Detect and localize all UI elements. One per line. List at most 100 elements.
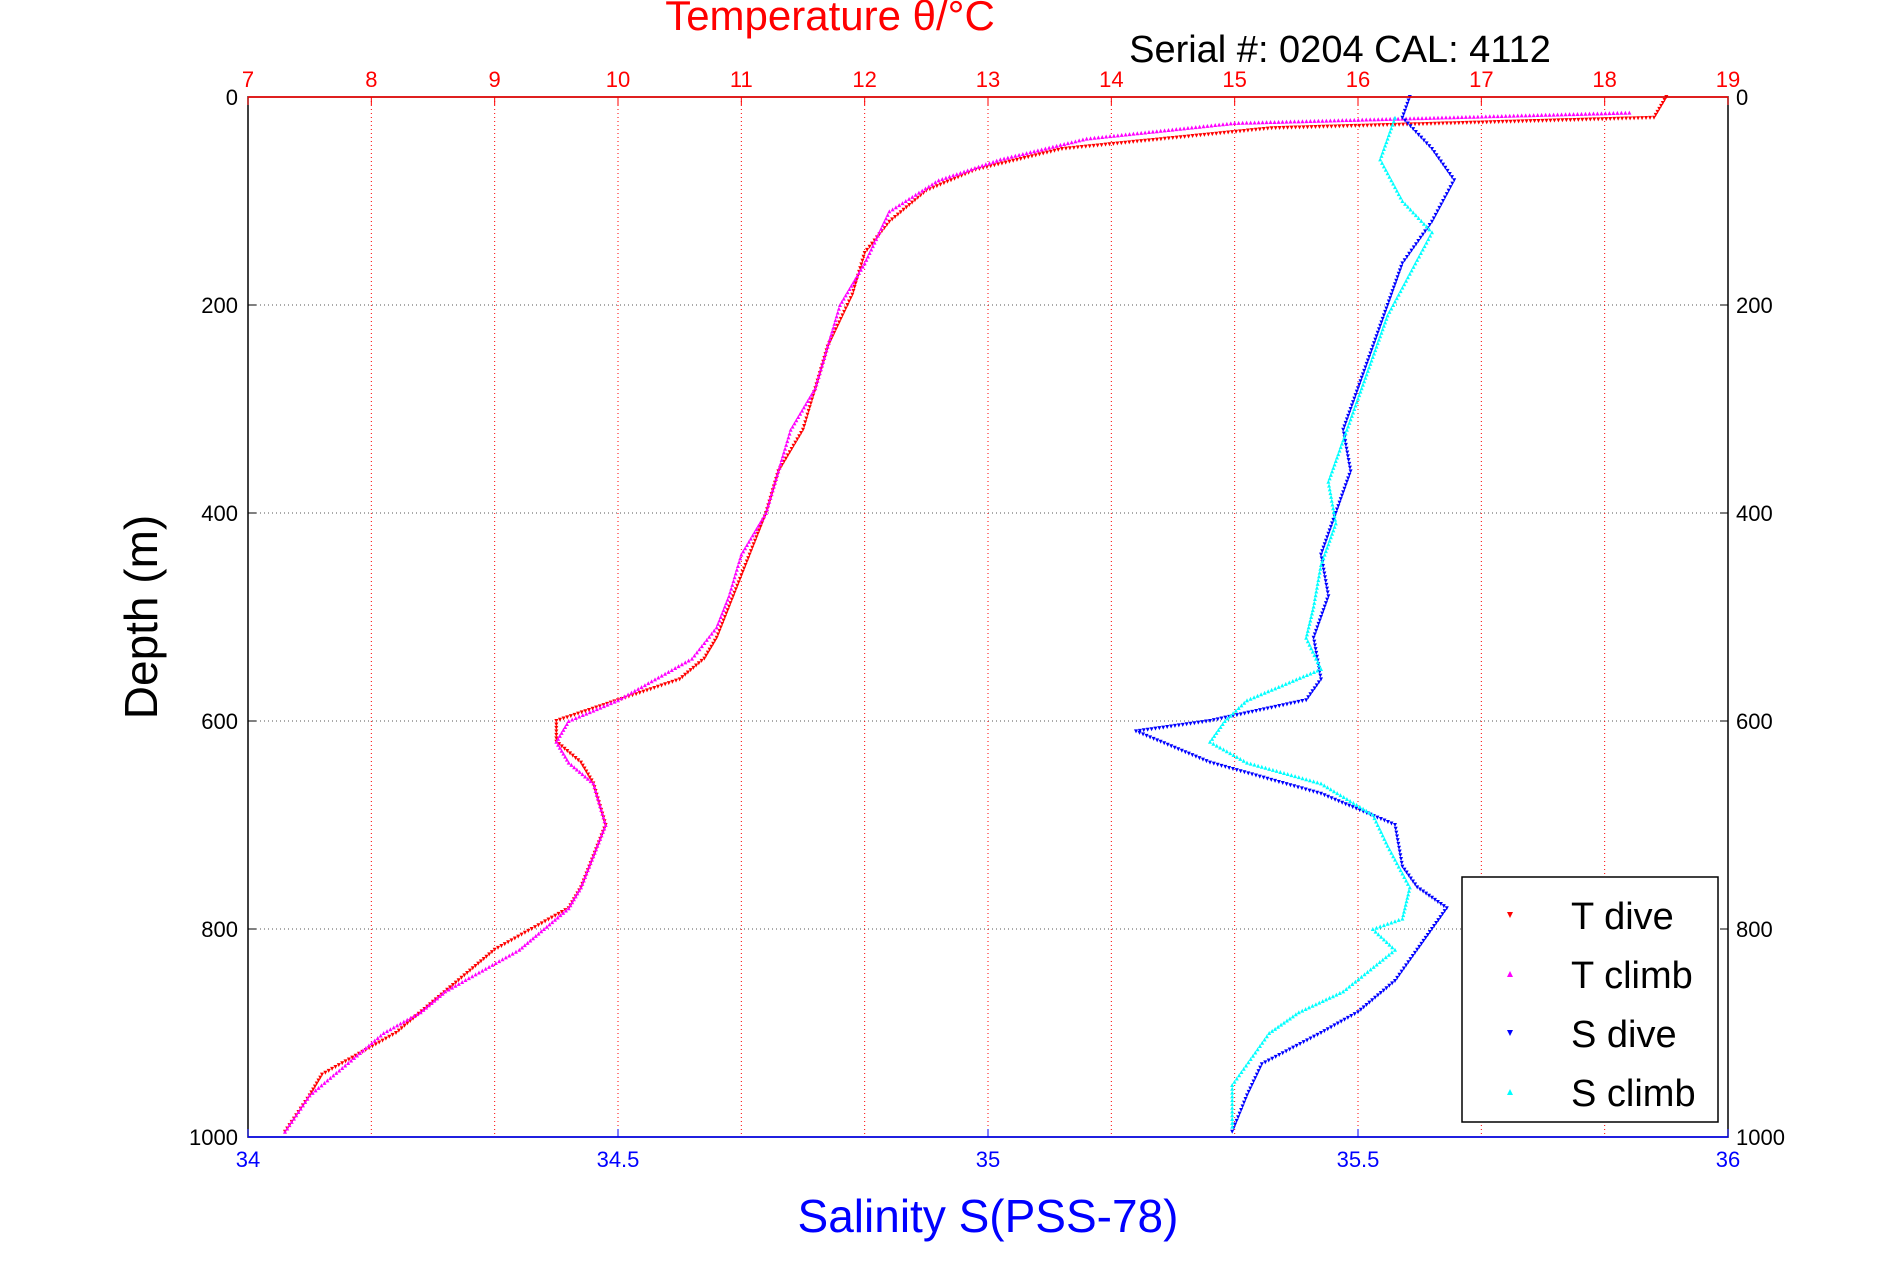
series-point <box>1111 141 1116 146</box>
series-point <box>825 344 830 349</box>
series-point <box>1389 306 1394 311</box>
series-s-dive <box>1134 95 1457 1134</box>
series-point <box>1413 882 1418 887</box>
series-point <box>1389 821 1394 826</box>
series-point <box>1443 165 1448 170</box>
series-point <box>1341 124 1346 129</box>
series-point <box>702 641 707 645</box>
series-point <box>1282 1020 1286 1025</box>
series-point <box>1208 739 1212 744</box>
series-point <box>1245 128 1250 133</box>
series-point <box>550 920 555 925</box>
series-point <box>1373 929 1378 934</box>
series-point <box>1255 1047 1260 1052</box>
series-point <box>1234 1118 1239 1123</box>
series-point <box>1273 126 1278 131</box>
series-point <box>322 1080 327 1085</box>
series-point <box>792 421 797 426</box>
series-point <box>1396 116 1401 121</box>
series-point <box>383 1036 388 1041</box>
series-point <box>565 749 570 754</box>
series-point <box>1301 674 1306 679</box>
series-point <box>1262 690 1267 695</box>
series-point <box>1029 154 1034 159</box>
series-point <box>1381 123 1386 128</box>
series-point <box>1308 618 1313 623</box>
series-point <box>1296 775 1301 780</box>
series-point <box>1329 124 1334 129</box>
series-point <box>1579 111 1584 116</box>
x-axis-label-bottom: Salinity S(PSS-78) <box>798 1190 1179 1242</box>
series-point <box>460 979 465 984</box>
series-point <box>808 401 813 406</box>
series-point <box>1368 117 1373 122</box>
series-point <box>312 1084 317 1089</box>
series-point <box>1535 113 1540 118</box>
series-point <box>566 906 571 911</box>
series-point <box>1406 888 1411 893</box>
series-point <box>1487 114 1492 119</box>
series-point <box>1624 116 1629 121</box>
series-point <box>1399 264 1404 269</box>
series-point <box>1375 823 1380 827</box>
series-point <box>670 679 675 684</box>
series-point <box>1268 120 1273 125</box>
series-point <box>1434 921 1439 926</box>
series-point <box>1426 237 1431 242</box>
series-point <box>1415 947 1420 952</box>
series-point <box>1452 178 1457 183</box>
series-point <box>1376 337 1381 342</box>
series-point <box>976 164 981 169</box>
series-point <box>1312 1034 1317 1039</box>
series-point <box>1308 119 1313 124</box>
series-point <box>287 1123 292 1128</box>
series-point <box>1347 803 1352 808</box>
series-point <box>1424 141 1429 146</box>
series-point <box>737 576 742 581</box>
series-point <box>776 469 781 474</box>
series-point <box>1356 977 1361 982</box>
series-point <box>1278 769 1283 774</box>
series-point <box>1311 604 1316 609</box>
y-tick-label-right: 400 <box>1736 501 1773 526</box>
series-point <box>1238 129 1243 134</box>
series-point <box>1005 155 1010 160</box>
series-point <box>1379 934 1384 939</box>
series-point <box>724 611 729 616</box>
series-point <box>296 1109 301 1114</box>
series-point <box>1347 420 1352 425</box>
series-point <box>1254 709 1259 714</box>
series-point <box>1202 132 1207 137</box>
series-point <box>1329 494 1334 499</box>
series-point <box>800 408 805 413</box>
series-point <box>1452 121 1457 126</box>
series-point <box>1401 112 1406 117</box>
series-point <box>838 316 843 321</box>
series-point <box>1337 991 1342 995</box>
series-point <box>720 611 725 616</box>
series-point <box>1496 120 1501 125</box>
series-point <box>435 996 440 1001</box>
series-point <box>913 192 918 197</box>
series-point <box>1568 118 1573 123</box>
series-point <box>815 378 820 383</box>
series-point <box>1413 122 1418 127</box>
series-point <box>1317 570 1322 575</box>
series-point <box>1232 121 1237 125</box>
series-point <box>1560 118 1565 123</box>
series-point <box>1405 275 1410 280</box>
series-point <box>1442 195 1447 200</box>
series-point <box>373 1042 378 1047</box>
series-point <box>568 903 573 908</box>
series-point <box>429 1000 434 1005</box>
series-point <box>958 170 963 175</box>
series-point <box>1376 932 1381 937</box>
series-point <box>1441 162 1446 167</box>
series-point <box>387 1034 392 1039</box>
series-point <box>1056 147 1061 152</box>
series-point <box>632 688 637 693</box>
series-point <box>1267 1031 1272 1035</box>
series-point <box>1263 1060 1268 1065</box>
series-point <box>1379 829 1384 834</box>
series-point <box>1442 909 1447 914</box>
